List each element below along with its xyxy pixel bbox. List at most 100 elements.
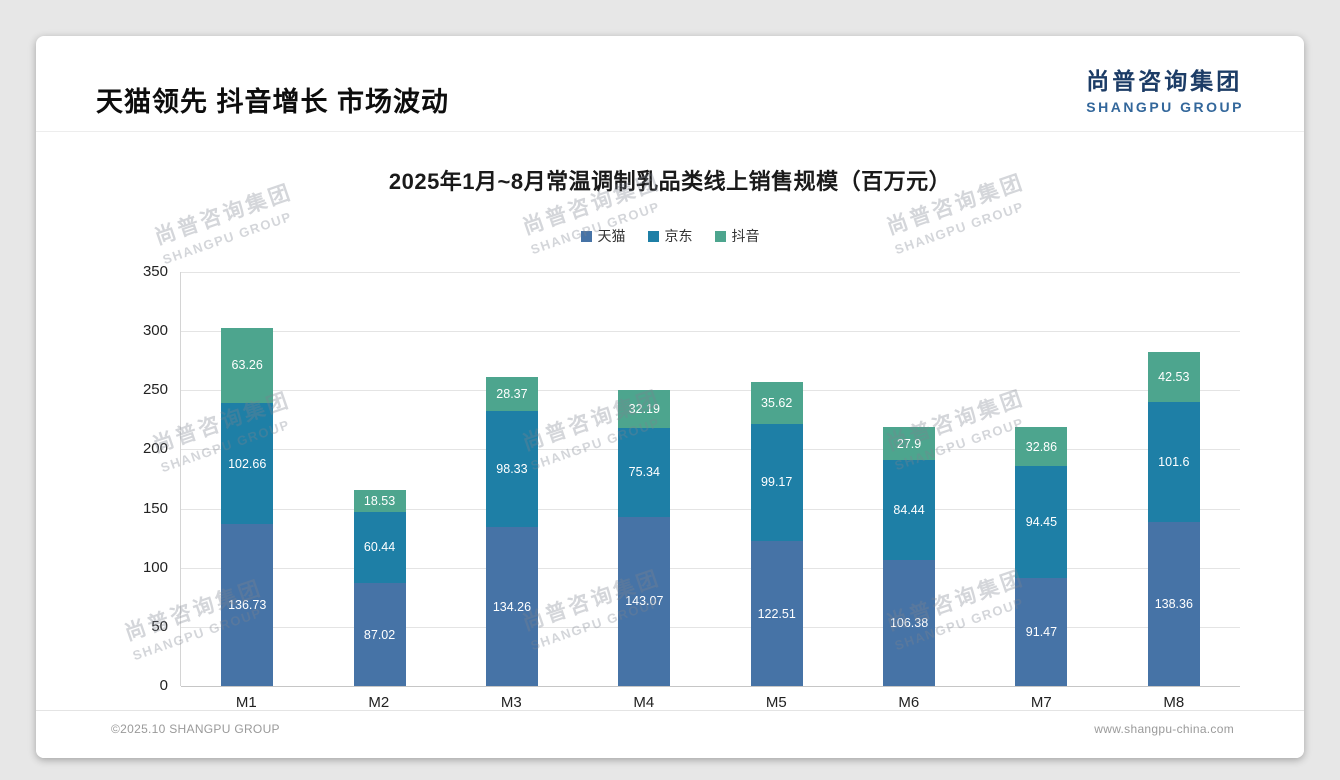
- bar-value-label: 138.36: [1154, 597, 1193, 612]
- x-tick-label: M8: [1163, 694, 1185, 711]
- bar-value-label: 32.19: [628, 401, 660, 416]
- chart-area: 0 50 100 150 200 250 300 350 136.73 102.66 63.26 8…: [96, 263, 1240, 694]
- bar-segment: 106.38: [883, 560, 936, 686]
- website-url: www.shangpu-china.com: [1094, 721, 1234, 736]
- bar-segment: 42.53: [1147, 351, 1200, 403]
- bar-segment: 122.51: [750, 541, 803, 686]
- bar-value-label: 98.33: [496, 462, 528, 477]
- bar-segment: 35.62: [750, 381, 803, 424]
- bar-group: 106.38 84.44 27.9: [843, 272, 975, 686]
- y-tick-label: 100: [142, 558, 168, 576]
- bar-value-label: 63.26: [231, 358, 263, 373]
- bar-segment: 87.02: [353, 583, 406, 686]
- gridline: [181, 449, 1240, 451]
- bars: 136.73 102.66 63.26 87.02 60.44 18.53 134.26 98…: [181, 272, 1240, 686]
- y-tick-label: 0: [159, 677, 168, 694]
- bar-value-label: 136.73: [228, 598, 267, 613]
- gridline: [181, 626, 1240, 628]
- legend-label: 京东: [664, 228, 693, 244]
- legend-item: 抖音: [714, 226, 760, 246]
- logo-text-cn: 尚普咨询集团: [1086, 68, 1243, 94]
- gridline: [181, 508, 1240, 510]
- legend-item: 京东: [647, 226, 693, 246]
- plot-area: 136.73 102.66 63.26 87.02 60.44 18.53 134.26 98…: [180, 272, 1240, 687]
- bar-value-label: 99.17: [761, 475, 793, 490]
- y-tick-label: 150: [142, 499, 168, 517]
- bar-value-label: 134.26: [492, 599, 532, 614]
- logo-text-en: SHANGPU GROUP: [1086, 99, 1244, 115]
- stacked-bar: 87.02 60.44 18.53: [353, 489, 406, 686]
- y-tick-label: 350: [142, 263, 168, 280]
- chart-title: 2025年1月~8月常温调制乳品类线上销售规模（百万元）: [388, 169, 952, 194]
- bar-segment: 91.47: [1015, 577, 1068, 686]
- company-logo: 尚普咨询集团 SHANGPU GROUP: [1086, 62, 1244, 115]
- y-tick-label: 50: [151, 617, 168, 635]
- bar-segment: 32.86: [1015, 427, 1068, 467]
- x-tick-label: M5: [765, 694, 787, 711]
- bar-segment: 101.6: [1147, 402, 1200, 523]
- legend-swatch: [647, 230, 659, 242]
- bar-group: 122.51 99.17 35.62: [711, 272, 843, 686]
- bar-value-label: 42.53: [1158, 370, 1190, 385]
- legend-label: 抖音: [731, 228, 760, 244]
- legend-item: 天猫: [580, 226, 626, 246]
- bar-value-label: 102.66: [228, 456, 267, 471]
- bar-group: 143.07 75.34 32.19: [578, 272, 710, 686]
- bar-value-label: 106.38: [889, 616, 929, 631]
- bar-segment: 84.44: [883, 460, 936, 561]
- bar-group: 136.73 102.66 63.26: [181, 272, 313, 686]
- bar-value-label: 32.86: [1025, 439, 1058, 454]
- gridline: [181, 272, 1240, 273]
- stacked-bar: 134.26 98.33 28.37: [485, 377, 538, 686]
- bar-group: 91.47 94.45 32.86: [975, 272, 1107, 686]
- x-tick-label: M4: [633, 694, 655, 711]
- bar-segment: 28.37: [485, 377, 538, 411]
- legend-label: 天猫: [597, 228, 626, 244]
- bar-segment: 60.44: [353, 511, 406, 584]
- stacked-bar: 122.51 99.17 35.62: [750, 381, 803, 686]
- stacked-bar: 136.73 102.66 63.26: [221, 328, 274, 686]
- bar-segment: 94.45: [1015, 466, 1068, 578]
- bar-segment: 102.66: [221, 402, 274, 525]
- bar-value-label: 91.47: [1025, 624, 1058, 639]
- x-tick-label: M6: [898, 694, 920, 711]
- bar-value-label: 75.34: [628, 465, 660, 480]
- y-axis: 0 50 100 150 200 250 300 350: [96, 263, 168, 694]
- bar-value-label: 94.45: [1025, 514, 1058, 529]
- bar-segment: 63.26: [221, 328, 274, 403]
- card-header: 天猫领先 抖音增长 市场波动 尚普咨询集团 SHANGPU GROUP: [36, 36, 1304, 132]
- bar-value-label: 87.02: [363, 627, 396, 642]
- bar-segment: 18.53: [353, 489, 406, 512]
- report-card: 天猫领先 抖音增长 市场波动 尚普咨询集团 SHANGPU GROUP 2025…: [36, 36, 1304, 758]
- chart-legend: 天猫 京东 抖音: [36, 226, 1304, 246]
- bar-segment: 27.9: [883, 427, 936, 461]
- bar-value-label: 101.6: [1158, 455, 1190, 470]
- bar-segment: 98.33: [485, 410, 538, 528]
- gridline: [181, 390, 1240, 392]
- stacked-bar: 138.36 101.6 42.53: [1147, 351, 1200, 686]
- stacked-bar: 91.47 94.45 32.86: [1015, 427, 1068, 686]
- bar-value-label: 122.51: [757, 606, 796, 621]
- copyright-text: ©2025.10 SHANGPU GROUP: [111, 721, 280, 736]
- bar-value-label: 35.62: [761, 395, 793, 410]
- stacked-bar: 143.07 75.34 32.19: [618, 389, 671, 686]
- bar-value-label: 84.44: [893, 503, 925, 518]
- x-tick-label: M3: [500, 694, 522, 711]
- stacked-bar: 106.38 84.44 27.9: [883, 427, 936, 686]
- y-tick-label: 200: [142, 440, 168, 458]
- card-footer: ©2025.10 SHANGPU GROUP www.shangpu-china…: [36, 710, 1304, 758]
- bar-segment: 75.34: [618, 427, 671, 517]
- bar-segment: 136.73: [221, 524, 274, 686]
- bar-value-label: 60.44: [363, 540, 396, 555]
- x-tick-label: M2: [368, 694, 390, 711]
- bar-value-label: 27.9: [896, 436, 922, 451]
- bar-group: 87.02 60.44 18.53: [313, 272, 445, 686]
- x-tick-label: M7: [1030, 694, 1052, 711]
- gridline: [181, 567, 1240, 569]
- bar-segment: 99.17: [750, 423, 803, 542]
- gridline: [181, 686, 1240, 687]
- x-tick-label: M1: [235, 694, 257, 711]
- bar-segment: 138.36: [1147, 522, 1200, 686]
- bar-segment: 32.19: [618, 389, 671, 428]
- legend-swatch: [714, 230, 726, 242]
